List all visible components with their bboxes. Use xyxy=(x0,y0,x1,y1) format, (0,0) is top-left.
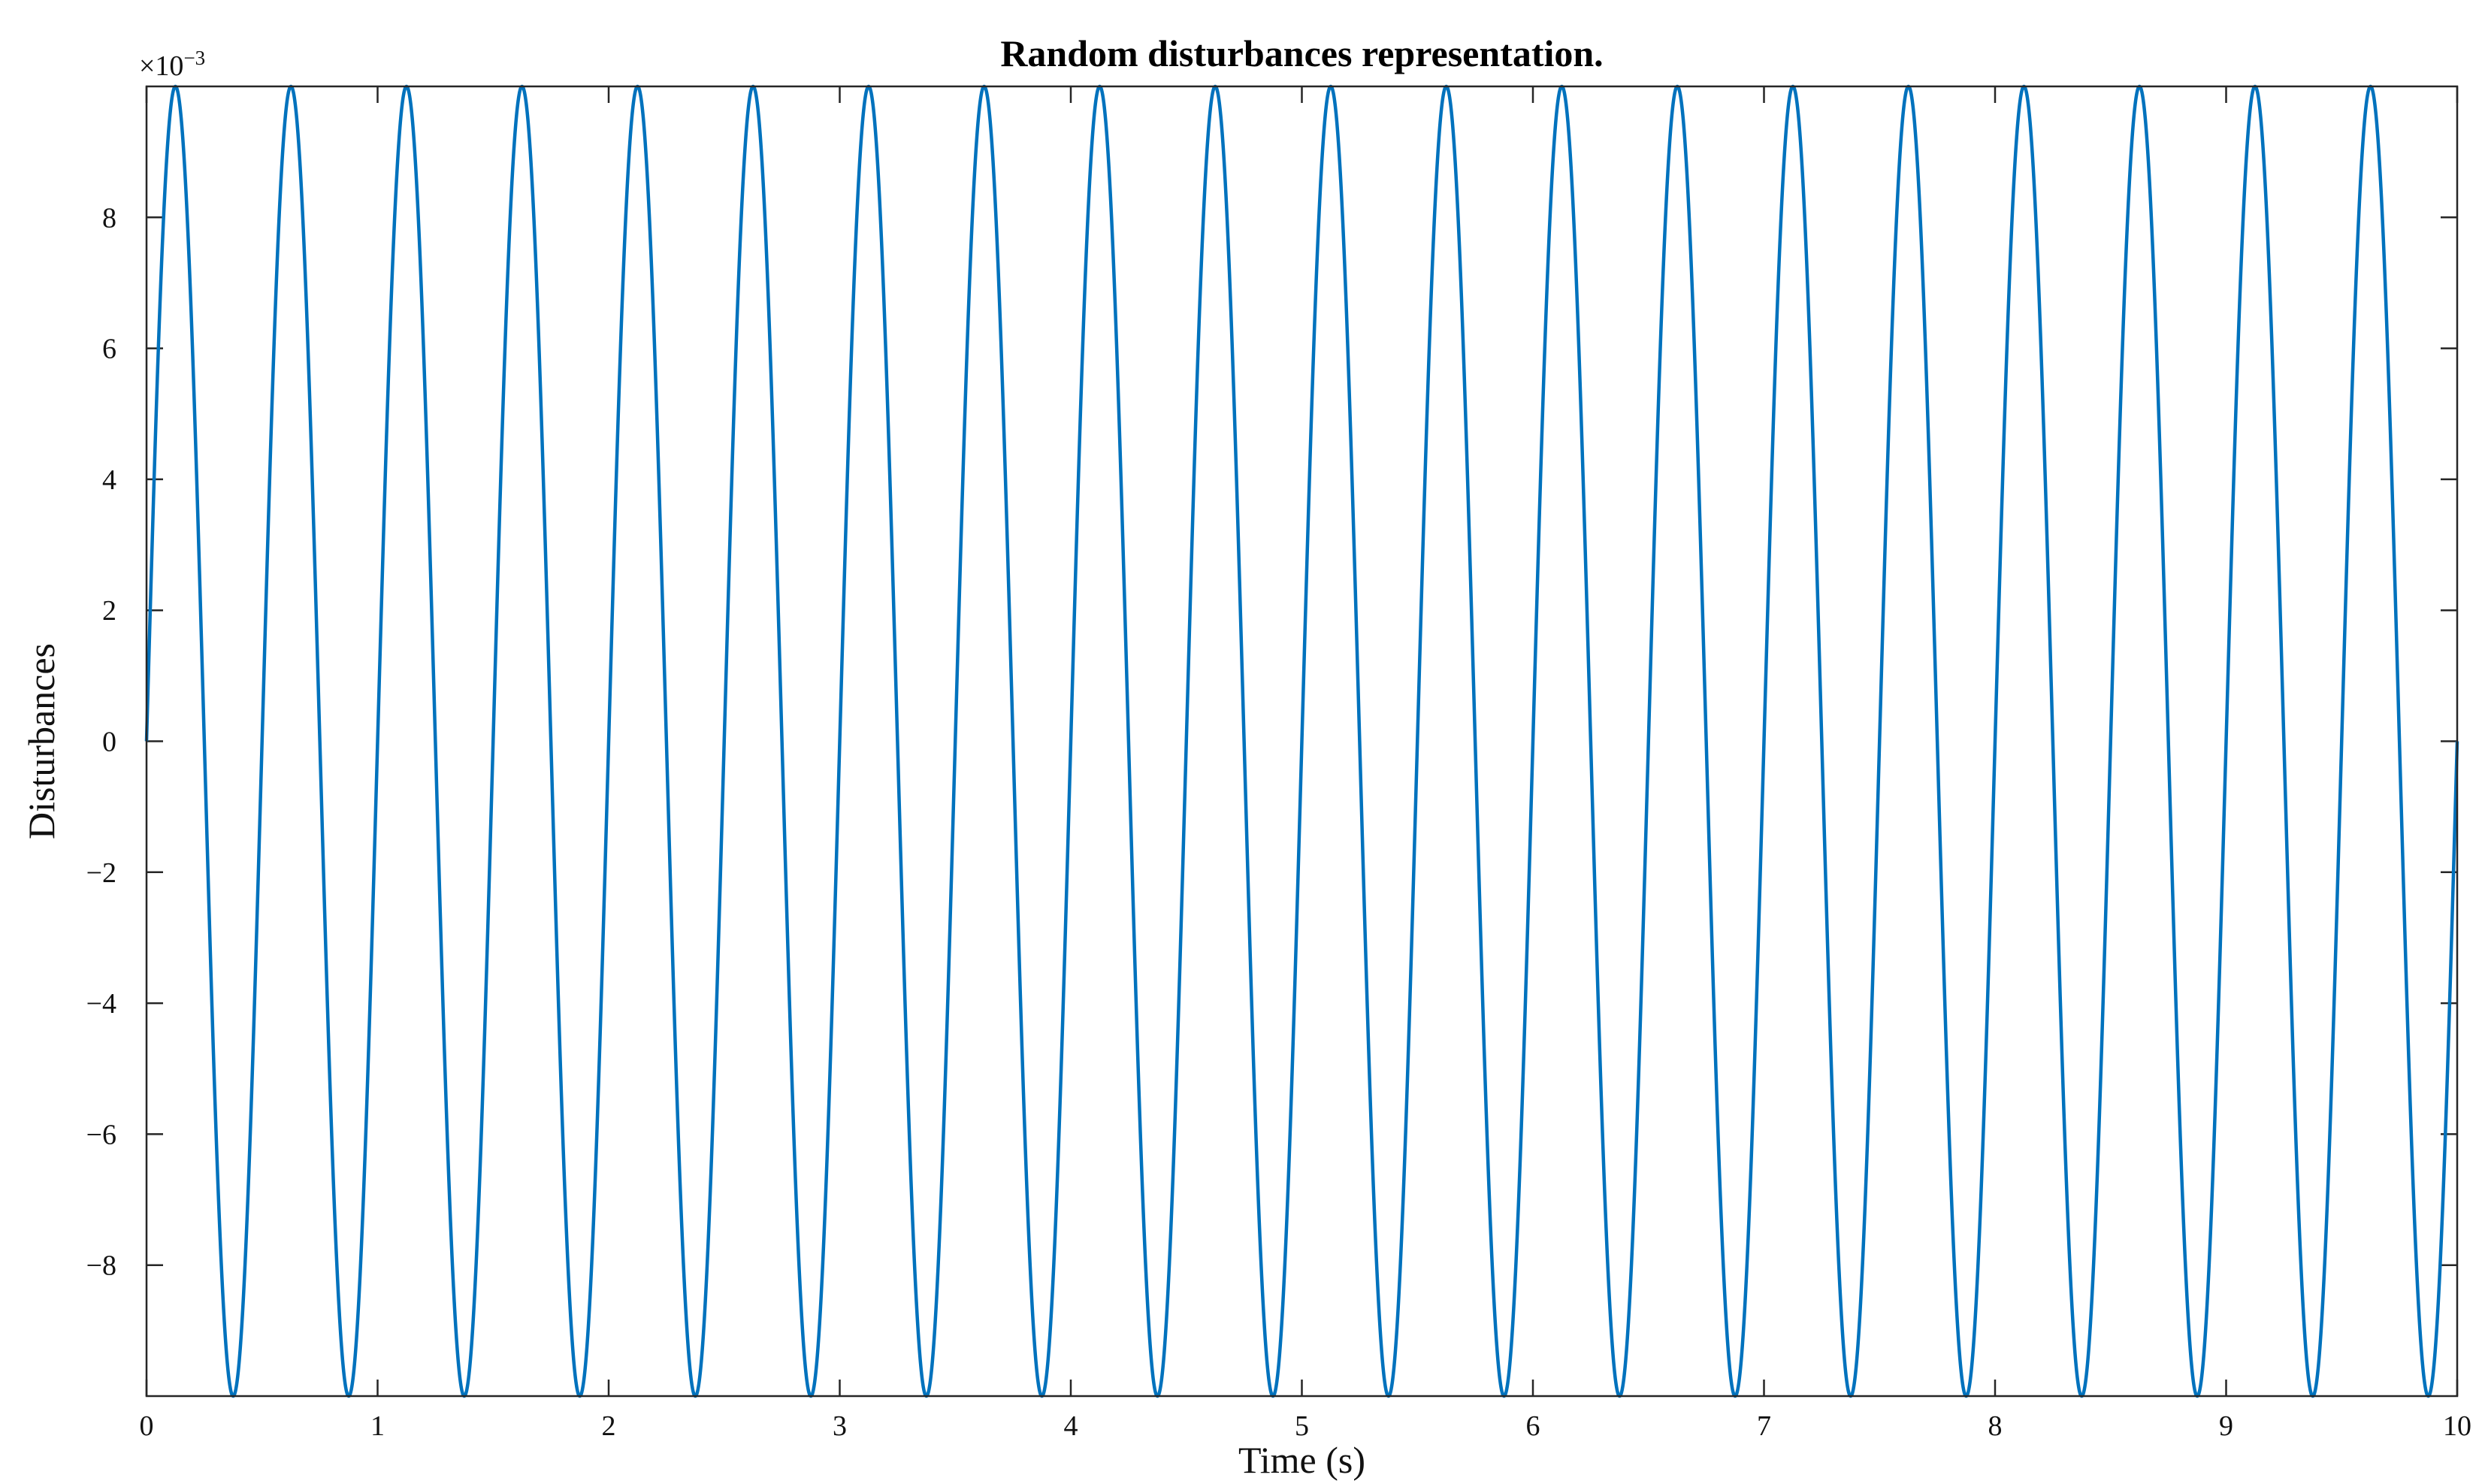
tick-labels: 0 1 2 3 4 5 6 7 8 9 10 −8 −6 −4 −2 0 2 4 6 8 xyxy=(86,202,2471,1442)
y-tick-label: −8 xyxy=(86,1250,116,1282)
series-line xyxy=(144,84,2459,1398)
plot-frame xyxy=(145,85,2459,1398)
x-tick-label: 10 xyxy=(2443,1410,2471,1442)
y-tick-label: 0 xyxy=(102,727,116,758)
x-tick-label: 5 xyxy=(1295,1410,1309,1442)
y-axis-multiplier-exponent: −3 xyxy=(183,47,205,69)
y-axis-label: Disturbances xyxy=(20,643,62,839)
chart-title: Random disturbances representation. xyxy=(1000,32,1603,74)
x-tick-label: 4 xyxy=(1064,1410,1078,1442)
y-tick-label: −4 xyxy=(86,988,116,1020)
x-tick-label: 7 xyxy=(1757,1410,1771,1442)
y-tick-label: −2 xyxy=(86,857,116,889)
x-tick-label: 2 xyxy=(602,1410,616,1442)
x-tick-label: 9 xyxy=(2219,1410,2233,1442)
y-axis-multiplier: ×10−3 xyxy=(139,47,205,82)
y-tick-label: 6 xyxy=(102,334,116,365)
x-tick-label: 1 xyxy=(370,1410,385,1442)
y-tick-label: 8 xyxy=(102,202,116,234)
y-tick-label: 2 xyxy=(102,595,116,627)
x-axis-label: Time (s) xyxy=(1238,1439,1365,1481)
y-tick-label: 4 xyxy=(102,464,116,496)
x-tick-label: 6 xyxy=(1526,1410,1540,1442)
y-tick-label: −6 xyxy=(86,1119,116,1150)
y-axis-multiplier-base: ×10 xyxy=(139,50,183,82)
x-tick-label: 8 xyxy=(1988,1410,2003,1442)
x-tick-label: 0 xyxy=(140,1410,154,1442)
x-tick-label: 3 xyxy=(833,1410,847,1442)
